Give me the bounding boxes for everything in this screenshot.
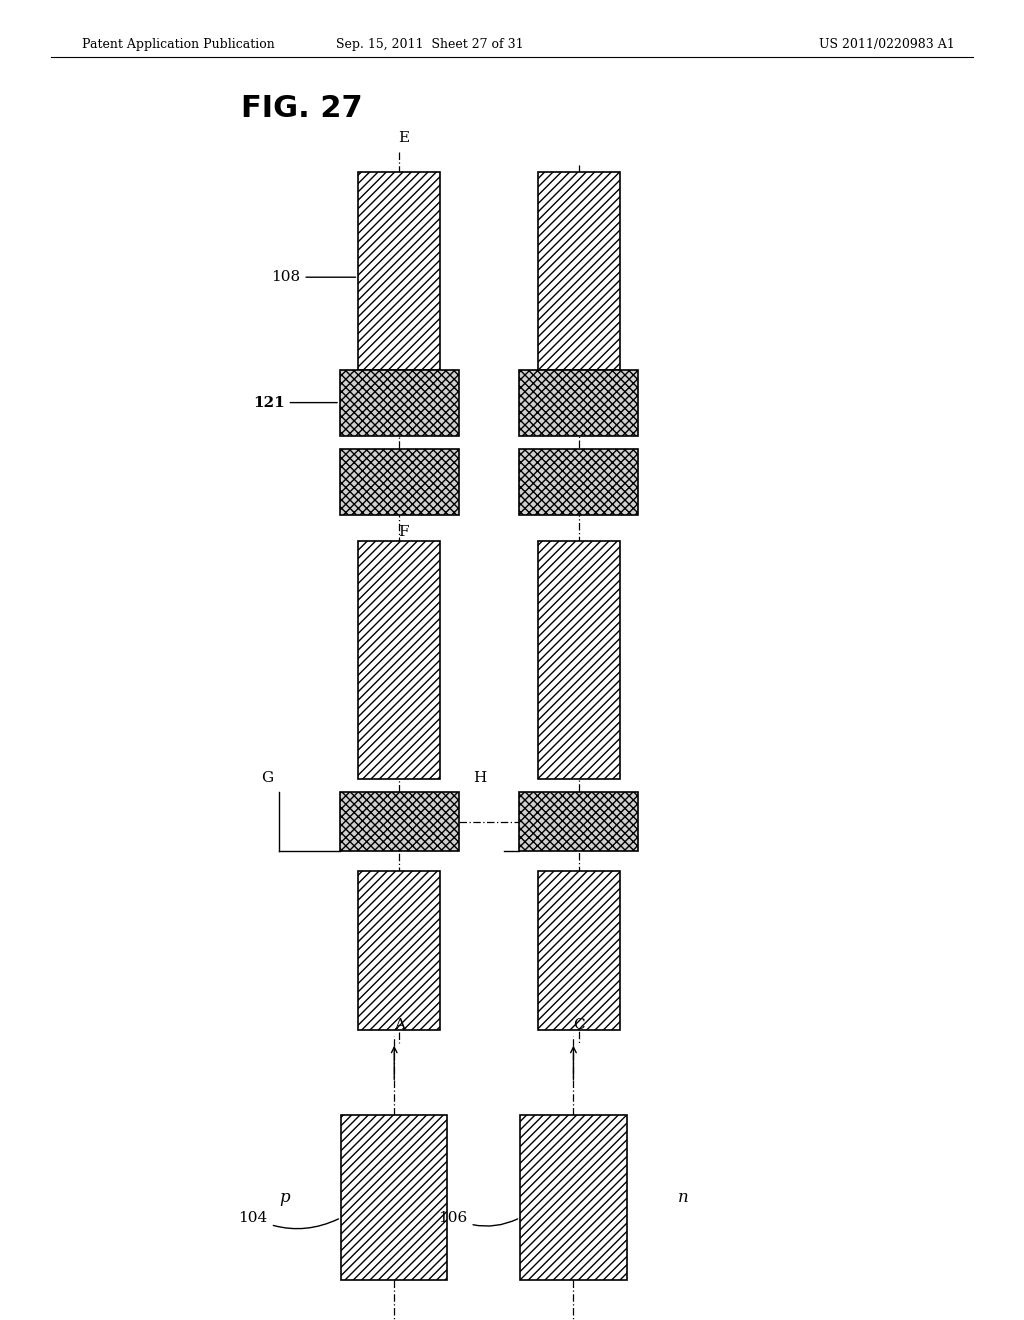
Text: H: H [473, 771, 486, 785]
Text: 108: 108 [271, 271, 355, 284]
Bar [341, 1115, 447, 1280]
Text: 121: 121 [253, 396, 337, 409]
Text: n: n [678, 1189, 688, 1206]
Text: C: C [572, 1018, 585, 1032]
Text: 106: 106 [438, 1210, 518, 1226]
Bar [519, 792, 638, 851]
Bar [520, 1115, 627, 1280]
Bar [340, 370, 459, 436]
Bar [519, 449, 638, 515]
Bar [358, 172, 440, 370]
Bar [519, 370, 638, 436]
Bar [340, 792, 459, 851]
Text: F: F [398, 525, 409, 540]
Text: 104: 104 [239, 1210, 339, 1229]
Text: FIG. 27: FIG. 27 [241, 94, 362, 123]
Text: US 2011/0220983 A1: US 2011/0220983 A1 [819, 38, 955, 51]
Text: E: E [398, 131, 409, 145]
Text: p: p [280, 1189, 290, 1206]
Text: Patent Application Publication: Patent Application Publication [82, 38, 274, 51]
Text: A: A [394, 1018, 404, 1032]
Bar [538, 172, 620, 370]
Bar [358, 541, 440, 779]
Bar [538, 541, 620, 779]
Text: G: G [261, 771, 273, 785]
Text: Sep. 15, 2011  Sheet 27 of 31: Sep. 15, 2011 Sheet 27 of 31 [336, 38, 524, 51]
Bar [538, 871, 620, 1030]
Bar [358, 871, 440, 1030]
Bar [340, 449, 459, 515]
